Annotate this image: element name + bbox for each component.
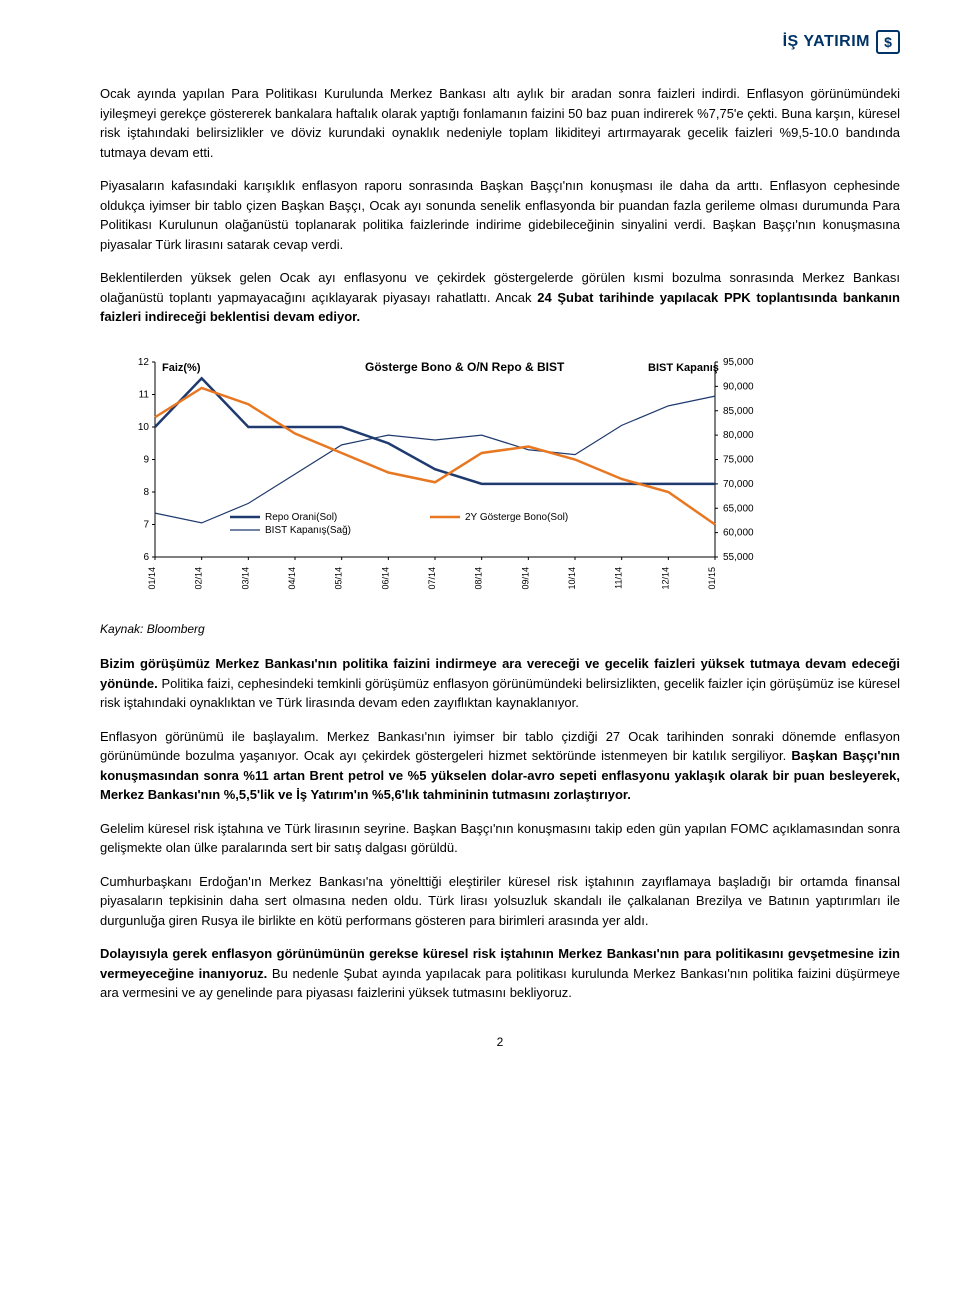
svg-text:7: 7 — [143, 519, 149, 530]
chart-series-repo — [155, 378, 715, 484]
page-number: 2 — [100, 1033, 900, 1051]
svg-text:60,000: 60,000 — [723, 527, 754, 538]
paragraph-7: Cumhurbaşkanı Erdoğan'ın Merkez Bankası'… — [100, 872, 900, 931]
legend-bono: 2Y Gösterge Bono(Sol) — [465, 512, 568, 523]
svg-text:11/14: 11/14 — [614, 567, 624, 589]
svg-text:85,000: 85,000 — [723, 405, 754, 416]
svg-text:02/14: 02/14 — [194, 567, 204, 590]
svg-text:12/14: 12/14 — [660, 567, 670, 590]
svg-text:03/14: 03/14 — [240, 567, 250, 590]
svg-text:01/14: 01/14 — [147, 567, 157, 590]
paragraph-5a: Enflasyon görünümü ile başlayalım. Merke… — [100, 729, 900, 764]
paragraph-4: Bizim görüşümüz Merkez Bankası'nın polit… — [100, 654, 900, 713]
paragraph-4b: Politika faizi, cephesindeki temkinli gö… — [100, 676, 900, 711]
paragraph-2: Piyasaların kafasındaki karışıklık enfla… — [100, 176, 900, 254]
chart-series-bono — [155, 388, 715, 525]
svg-text:10/14: 10/14 — [567, 567, 577, 590]
paragraph-5: Enflasyon görünümü ile başlayalım. Merke… — [100, 727, 900, 805]
legend-repo: Repo Orani(Sol) — [265, 512, 337, 523]
chart-right-label: BIST Kapanış — [648, 362, 719, 374]
chart-source: Kaynak: Bloomberg — [100, 620, 900, 638]
legend-bist: BIST Kapanış(Sağ) — [265, 525, 351, 536]
chart-legend: Repo Orani(Sol) BIST Kapanış(Sağ) 2Y Gös… — [230, 512, 568, 536]
chart-right-ticks: 55,000 60,000 65,000 70,000 75,000 80,000 85,0… — [715, 357, 754, 563]
logo-text: İŞ YATIRIM — [783, 30, 870, 54]
svg-text:10: 10 — [138, 422, 150, 433]
logo-icon: $ — [876, 30, 900, 54]
svg-text:95,000: 95,000 — [723, 357, 754, 368]
svg-text:01/15: 01/15 — [707, 567, 717, 590]
paragraph-6: Gelelim küresel risk iştahına ve Türk li… — [100, 819, 900, 858]
svg-text:65,000: 65,000 — [723, 503, 754, 514]
chart: Faiz(%) Gösterge Bono & O/N Repo & BIST … — [100, 347, 780, 613]
svg-text:12: 12 — [138, 357, 150, 368]
chart-title: Gösterge Bono & O/N Repo & BIST — [365, 360, 565, 374]
svg-text:8: 8 — [143, 487, 149, 498]
svg-text:80,000: 80,000 — [723, 430, 754, 441]
chart-left-label: Faiz(%) — [162, 362, 201, 374]
chart-series-bist — [155, 396, 715, 523]
header: İŞ YATIRIM $ — [100, 30, 900, 54]
paragraph-8: Dolayısıyla gerek enflasyon görünümünün … — [100, 944, 900, 1003]
svg-text:75,000: 75,000 — [723, 454, 754, 465]
svg-text:90,000: 90,000 — [723, 381, 754, 392]
svg-text:55,000: 55,000 — [723, 552, 754, 563]
paragraph-1: Ocak ayında yapılan Para Politikası Kuru… — [100, 84, 900, 162]
chart-left-ticks: 6 7 8 9 10 11 12 — [138, 357, 155, 563]
chart-svg: Faiz(%) Gösterge Bono & O/N Repo & BIST … — [100, 347, 780, 607]
svg-text:09/14: 09/14 — [520, 567, 530, 590]
svg-text:05/14: 05/14 — [334, 567, 344, 590]
svg-text:04/14: 04/14 — [287, 567, 297, 590]
chart-x-labels: 01/14 02/14 03/14 04/14 05/14 06/14 07/14 08/14… — [147, 557, 717, 590]
svg-text:6: 6 — [143, 552, 149, 563]
svg-text:9: 9 — [143, 454, 149, 465]
svg-text:08/14: 08/14 — [474, 567, 484, 590]
svg-text:11: 11 — [139, 389, 150, 400]
paragraph-3: Beklentilerden yüksek gelen Ocak ayı enf… — [100, 268, 900, 327]
svg-text:06/14: 06/14 — [380, 567, 390, 590]
svg-text:07/14: 07/14 — [427, 567, 437, 590]
svg-text:70,000: 70,000 — [723, 478, 754, 489]
